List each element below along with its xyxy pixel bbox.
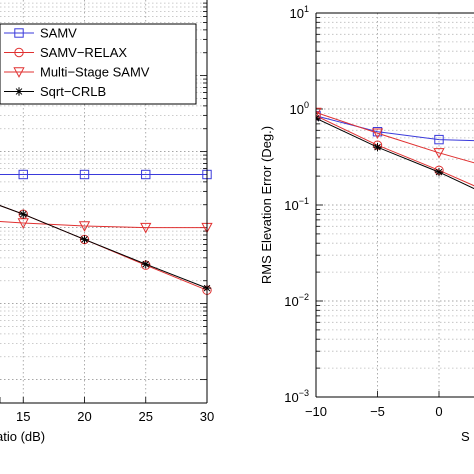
legend-label-1: SAMV−RELAX	[40, 45, 127, 60]
right-point-1-0	[316, 111, 321, 121]
left-point-3-2	[80, 235, 89, 244]
right-y-tick-label: 101	[290, 4, 309, 21]
right-grid	[316, 13, 474, 398]
left-series-group	[0, 169, 213, 295]
left-point-3-1	[19, 210, 28, 219]
right-x-tick-label: −10	[305, 404, 327, 419]
right-point-2-2	[433, 148, 445, 159]
left-point-2-2	[78, 221, 91, 232]
right-y-tick-label: 100	[290, 100, 309, 117]
right-series-line-1	[316, 115, 474, 187]
right-point-0-2	[434, 134, 444, 145]
right-series-group	[316, 107, 474, 190]
left-x-tick-label: 15	[16, 409, 30, 424]
left-point-0-1	[18, 169, 28, 180]
right-point-2-1	[371, 128, 384, 140]
left-x-axis-label: atio (dB)	[0, 429, 45, 444]
legend-marker-0	[14, 28, 24, 38]
right-x-tick-label: −5	[370, 404, 385, 419]
right-point-2-0	[316, 107, 322, 119]
right-y-axis-label: RMS Elevation Error (Deg.)	[259, 126, 274, 284]
right-x-ticks: −10 −5 0	[305, 391, 443, 419]
right-y-tick-label: 10−2	[284, 292, 309, 309]
left-x-tick-label: 25	[139, 409, 153, 424]
legend-label-2: Multi−Stage SAMV	[40, 65, 150, 80]
right-series-line-2	[316, 112, 474, 164]
legend-label-3: Sqrt−CRLB	[40, 84, 106, 99]
legend: SAMV SAMV−RELAX Multi−Stage SAMV Sqrt−CRLB	[0, 23, 197, 105]
legend-marker-1	[14, 47, 24, 58]
legend-marker-2	[13, 67, 25, 78]
right-chart: 101 100 10−1 10−2 10−3 −10 −5 0 RMS Elevation …	[259, 4, 474, 444]
legend-label-0: SAMV	[40, 26, 77, 41]
right-y-ticks: 101 100 10−1 10−2 10−3	[284, 4, 309, 405]
left-point-2-3	[140, 222, 152, 234]
right-point-3-1	[373, 143, 382, 152]
left-x-tick-label: 20	[77, 409, 91, 424]
right-x-axis-label: S	[461, 429, 470, 444]
right-y-tick-label: 10−1	[284, 196, 309, 213]
left-x-ticks: 15 20 25 30	[0, 397, 214, 424]
right-point-3-2	[434, 167, 444, 177]
left-point-0-2	[79, 169, 90, 180]
right-series-line-3	[316, 117, 474, 190]
left-series-line-2	[0, 220, 207, 229]
left-chart: 15 20 25 30 atio (dB) SAMV SAMV−RELAX Multi−S…	[0, 0, 214, 444]
left-point-0-3	[141, 169, 151, 180]
right-series-line-0	[316, 115, 474, 142]
left-point-2-1	[17, 218, 29, 229]
legend-marker-3	[14, 87, 24, 96]
right-x-tick-label: 0	[435, 404, 442, 419]
right-y-tick-label: 10−3	[284, 388, 309, 405]
left-x-tick-label: 30	[200, 409, 214, 424]
left-point-3-3	[141, 260, 150, 269]
legend-box	[0, 23, 197, 105]
